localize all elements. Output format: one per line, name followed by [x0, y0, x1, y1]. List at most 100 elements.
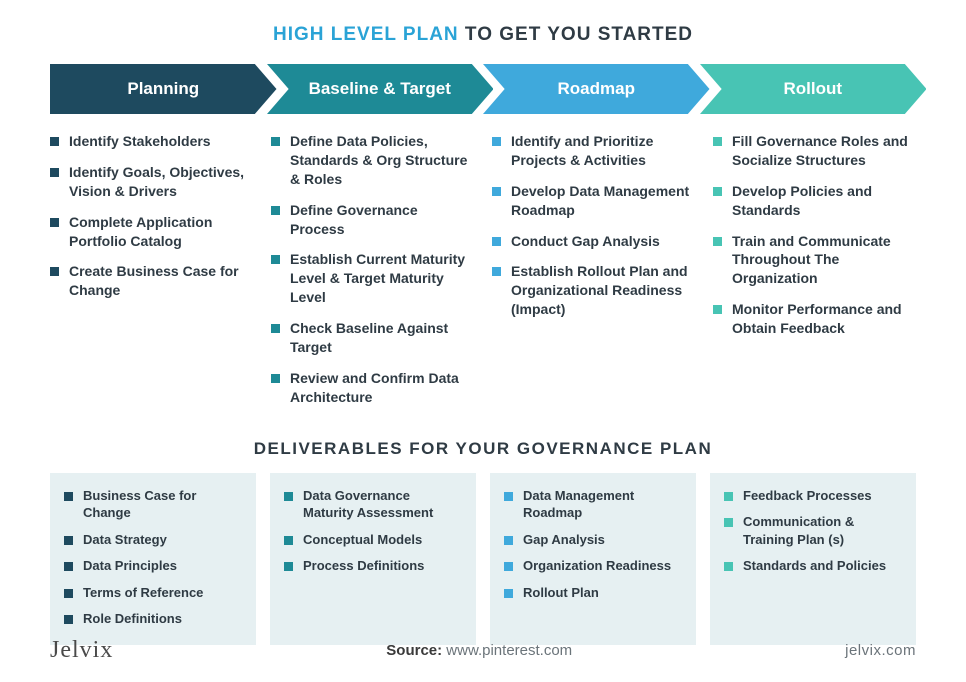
- bullet-square-icon: [724, 562, 733, 571]
- bullet-square-icon: [492, 267, 501, 276]
- deliverable-box: Data Governance Maturity Assessment Conce…: [270, 473, 476, 645]
- bullet-square-icon: [504, 536, 513, 545]
- bullet-square-icon: [64, 615, 73, 624]
- deliverable-box: Feedback Processes Communication & Traini…: [710, 473, 916, 645]
- stage-item: Check Baseline Against Target: [271, 319, 474, 357]
- main-title: HIGH LEVEL PLAN TO GET YOU STARTED: [50, 24, 916, 46]
- deliverable-item-text: Process Definitions: [303, 557, 424, 575]
- deliverables-title: DELIVERABLES FOR YOUR GOVERNANCE PLAN: [50, 439, 916, 459]
- stage-item-text: Identify Stakeholders: [69, 132, 211, 151]
- stage-item-text: Identify Goals, Objectives, Vision & Dri…: [69, 163, 253, 201]
- bullet-square-icon: [504, 589, 513, 598]
- deliverable-item: Data Governance Maturity Assessment: [284, 487, 462, 522]
- bullet-square-icon: [64, 536, 73, 545]
- stage-arrow: Rollout: [700, 64, 927, 114]
- deliverable-item: Standards and Policies: [724, 557, 902, 575]
- stage-item-text: Check Baseline Against Target: [290, 319, 474, 357]
- deliverable-item-text: Business Case for Change: [83, 487, 242, 522]
- stage-arrow-label: Rollout: [783, 79, 842, 99]
- deliverable-item-text: Communication & Training Plan (s): [743, 513, 902, 548]
- bullet-square-icon: [271, 255, 280, 264]
- deliverables-boxes: Business Case for Change Data Strategy Dat…: [50, 473, 916, 645]
- stage-item-text: Train and Communicate Throughout The Org…: [732, 232, 916, 289]
- deliverable-item: Data Management Roadmap: [504, 487, 682, 522]
- stage-item: Complete Application Portfolio Catalog: [50, 213, 253, 251]
- deliverable-item-text: Data Governance Maturity Assessment: [303, 487, 462, 522]
- bullet-square-icon: [64, 492, 73, 501]
- bullet-square-icon: [492, 237, 501, 246]
- bullet-square-icon: [284, 492, 293, 501]
- stage-item: Define Governance Process: [271, 201, 474, 239]
- stage-item-text: Conduct Gap Analysis: [511, 232, 660, 251]
- deliverable-item-text: Conceptual Models: [303, 531, 422, 549]
- bullet-square-icon: [50, 218, 59, 227]
- bullet-square-icon: [713, 237, 722, 246]
- site-url: jelvix.com: [845, 642, 916, 659]
- source-text: Source: www.pinterest.com: [386, 642, 572, 659]
- stage-item-text: Establish Current Maturity Level & Targe…: [290, 250, 474, 307]
- stage-item: Create Business Case for Change: [50, 262, 253, 300]
- source-value: www.pinterest.com: [446, 642, 572, 659]
- bullet-square-icon: [50, 267, 59, 276]
- stage-item: Develop Data Management Roadmap: [492, 182, 695, 220]
- deliverable-item: Rollout Plan: [504, 584, 682, 602]
- deliverable-box: Data Management Roadmap Gap Analysis Organ…: [490, 473, 696, 645]
- stage-columns: Identify Stakeholders Identify Goals, Obj…: [50, 132, 916, 419]
- stage-column: Identify Stakeholders Identify Goals, Obj…: [50, 132, 253, 419]
- stage-item-text: Create Business Case for Change: [69, 262, 253, 300]
- deliverable-item: Organization Readiness: [504, 557, 682, 575]
- bullet-square-icon: [724, 492, 733, 501]
- bullet-square-icon: [284, 562, 293, 571]
- bullet-square-icon: [64, 589, 73, 598]
- stage-arrow: Planning: [50, 64, 277, 114]
- bullet-square-icon: [492, 137, 501, 146]
- bullet-square-icon: [271, 374, 280, 383]
- stage-column: Fill Governance Roles and Socialize Stru…: [713, 132, 916, 419]
- bullet-square-icon: [724, 518, 733, 527]
- footer: Jelvix Source: www.pinterest.com jelvix.…: [0, 637, 966, 664]
- stage-item: Conduct Gap Analysis: [492, 232, 695, 251]
- deliverable-item-text: Feedback Processes: [743, 487, 872, 505]
- stage-arrow-label: Planning: [127, 79, 199, 99]
- deliverable-item: Terms of Reference: [64, 584, 242, 602]
- stage-item-text: Define Data Policies, Standards & Org St…: [290, 132, 474, 189]
- stage-column: Identify and Prioritize Projects & Activ…: [492, 132, 695, 419]
- deliverable-item-text: Terms of Reference: [83, 584, 203, 602]
- deliverable-item: Business Case for Change: [64, 487, 242, 522]
- stage-arrow: Roadmap: [483, 64, 710, 114]
- deliverable-item-text: Data Strategy: [83, 531, 167, 549]
- bullet-square-icon: [713, 187, 722, 196]
- stage-item-text: Monitor Performance and Obtain Feedback: [732, 300, 916, 338]
- brand-logo: Jelvix: [50, 637, 113, 664]
- stage-item-text: Fill Governance Roles and Socialize Stru…: [732, 132, 916, 170]
- bullet-square-icon: [50, 168, 59, 177]
- deliverable-item-text: Rollout Plan: [523, 584, 599, 602]
- stage-arrow-label: Roadmap: [558, 79, 635, 99]
- stage-arrows-row: Planning Baseline & Target Roadmap Rollout: [50, 64, 916, 114]
- bullet-square-icon: [284, 536, 293, 545]
- stage-item: Establish Rollout Plan and Organizationa…: [492, 262, 695, 319]
- deliverable-item: Role Definitions: [64, 610, 242, 628]
- stage-arrow: Baseline & Target: [267, 64, 494, 114]
- stage-item-text: Establish Rollout Plan and Organizationa…: [511, 262, 695, 319]
- bullet-square-icon: [271, 137, 280, 146]
- stage-item: Establish Current Maturity Level & Targe…: [271, 250, 474, 307]
- stage-item-text: Develop Policies and Standards: [732, 182, 916, 220]
- stage-item: Identify Goals, Objectives, Vision & Dri…: [50, 163, 253, 201]
- stage-item: Review and Confirm Data Architecture: [271, 369, 474, 407]
- stage-arrow-label: Baseline & Target: [309, 79, 451, 99]
- stage-item: Define Data Policies, Standards & Org St…: [271, 132, 474, 189]
- stage-item: Develop Policies and Standards: [713, 182, 916, 220]
- stage-item: Identify and Prioritize Projects & Activ…: [492, 132, 695, 170]
- deliverable-box: Business Case for Change Data Strategy Dat…: [50, 473, 256, 645]
- deliverable-item: Data Strategy: [64, 531, 242, 549]
- bullet-square-icon: [64, 562, 73, 571]
- deliverable-item-text: Gap Analysis: [523, 531, 605, 549]
- deliverable-item-text: Data Management Roadmap: [523, 487, 682, 522]
- stage-item: Identify Stakeholders: [50, 132, 253, 151]
- title-accent: HIGH LEVEL PLAN: [273, 24, 459, 45]
- bullet-square-icon: [271, 206, 280, 215]
- deliverable-item-text: Data Principles: [83, 557, 177, 575]
- stage-item-text: Develop Data Management Roadmap: [511, 182, 695, 220]
- bullet-square-icon: [713, 137, 722, 146]
